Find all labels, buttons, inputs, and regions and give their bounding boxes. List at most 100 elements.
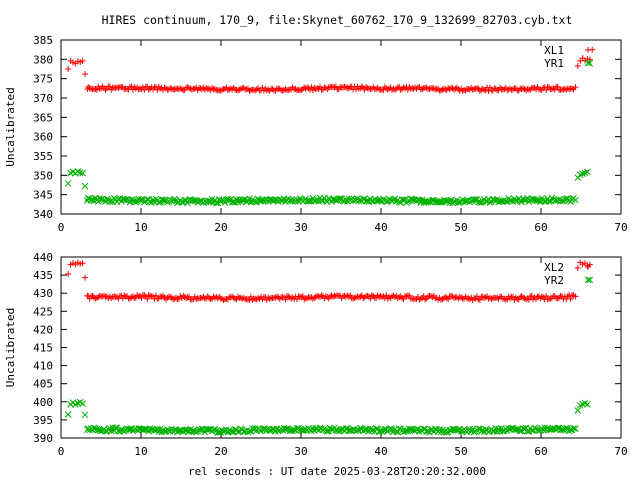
- data-point: [572, 425, 579, 432]
- data-point: [476, 296, 483, 303]
- data-point: [534, 426, 541, 434]
- data-point: [128, 83, 135, 90]
- y-tick-label: 435: [33, 269, 53, 282]
- data-point: [106, 198, 114, 205]
- data-point: [486, 84, 493, 91]
- data-point: [347, 292, 354, 299]
- data-point: [574, 264, 581, 271]
- data-point: [445, 296, 452, 303]
- x-tick-label: 40: [374, 445, 387, 458]
- data-point: [79, 57, 86, 64]
- data-point: [246, 87, 253, 94]
- data-point: [391, 86, 398, 93]
- data-point: [259, 84, 266, 91]
- x-axis-label: rel seconds : UT date 2025-03-28T20:20:3…: [188, 465, 486, 478]
- data-point: [422, 296, 429, 303]
- data-point: [206, 294, 213, 301]
- data-point: [532, 196, 540, 204]
- data-point: [92, 295, 99, 302]
- data-point: [452, 85, 459, 92]
- x-tick-label: 20: [214, 445, 227, 458]
- y-tick-label: 345: [33, 189, 53, 202]
- data-point: [230, 294, 237, 301]
- data-point: [400, 84, 407, 91]
- legend-label: XL2: [544, 261, 564, 274]
- data-point: [345, 293, 352, 300]
- data-point: [494, 294, 501, 301]
- data-point: [131, 295, 138, 302]
- data-point: [282, 425, 289, 433]
- data-point: [296, 293, 303, 300]
- data-point: [234, 293, 241, 300]
- data-point: [341, 83, 348, 90]
- data-point: [395, 425, 403, 433]
- data-point: [253, 86, 260, 93]
- x-tick-label: 10: [134, 221, 147, 234]
- data-point: [211, 86, 218, 93]
- data-point: [512, 426, 520, 433]
- data-point: [301, 296, 308, 303]
- series-YR1: [64, 59, 594, 207]
- y-tick-label: 420: [33, 323, 53, 336]
- data-point: [496, 198, 504, 205]
- y-tick-label: 410: [33, 360, 53, 373]
- data-point: [144, 295, 151, 302]
- y-tick-label: 400: [33, 396, 53, 409]
- legend-marker: [585, 47, 591, 53]
- data-point: [139, 84, 146, 91]
- data-point: [282, 296, 289, 303]
- data-point: [548, 86, 555, 93]
- data-point: [298, 87, 305, 94]
- data-point: [584, 400, 591, 408]
- data-point: [330, 294, 336, 301]
- data-point: [308, 84, 315, 91]
- data-point: [504, 296, 511, 303]
- data-point: [368, 292, 375, 299]
- data-point: [197, 85, 204, 92]
- y-tick-label: 370: [33, 92, 53, 105]
- y-axis-label: Uncalibrated: [4, 87, 17, 166]
- data-point: [508, 86, 515, 93]
- data-point: [79, 169, 86, 177]
- data-point: [344, 84, 351, 91]
- data-point: [465, 295, 472, 302]
- data-point: [173, 294, 180, 301]
- y-tick-label: 365: [33, 111, 53, 124]
- data-point: [209, 85, 216, 92]
- y-tick-label: 385: [33, 34, 53, 47]
- data-point: [154, 86, 161, 93]
- data-point: [188, 86, 195, 93]
- data-point: [345, 427, 353, 434]
- data-point: [88, 293, 95, 300]
- data-point: [314, 85, 321, 92]
- data-point: [283, 425, 291, 433]
- data-point: [440, 85, 447, 92]
- data-point: [470, 196, 478, 203]
- data-point: [76, 169, 84, 176]
- data-point: [147, 85, 154, 92]
- data-point: [466, 296, 473, 303]
- data-point: [214, 429, 222, 436]
- data-point: [437, 198, 445, 206]
- data-point: [276, 295, 283, 302]
- data-point: [389, 293, 396, 300]
- data-point: [84, 426, 91, 434]
- data-point: [510, 86, 516, 93]
- y-tick-label: 340: [33, 208, 53, 221]
- legend-entry-YR2: YR2: [544, 274, 592, 287]
- x-tick-label: 70: [614, 221, 627, 234]
- series-YR2: [64, 276, 594, 436]
- data-point: [292, 85, 299, 92]
- data-point: [204, 197, 212, 205]
- data-point: [569, 85, 576, 92]
- data-point: [64, 411, 72, 418]
- x-tick-label: 30: [294, 445, 307, 458]
- data-point: [294, 296, 300, 303]
- data-point: [227, 428, 235, 435]
- y-tick-label: 380: [33, 53, 53, 66]
- chart-title: HIRES continuum, 170_9, file:Skynet_6076…: [102, 13, 573, 27]
- x-tick-label: 60: [534, 221, 547, 234]
- data-point: [367, 295, 374, 302]
- data-point: [227, 85, 234, 92]
